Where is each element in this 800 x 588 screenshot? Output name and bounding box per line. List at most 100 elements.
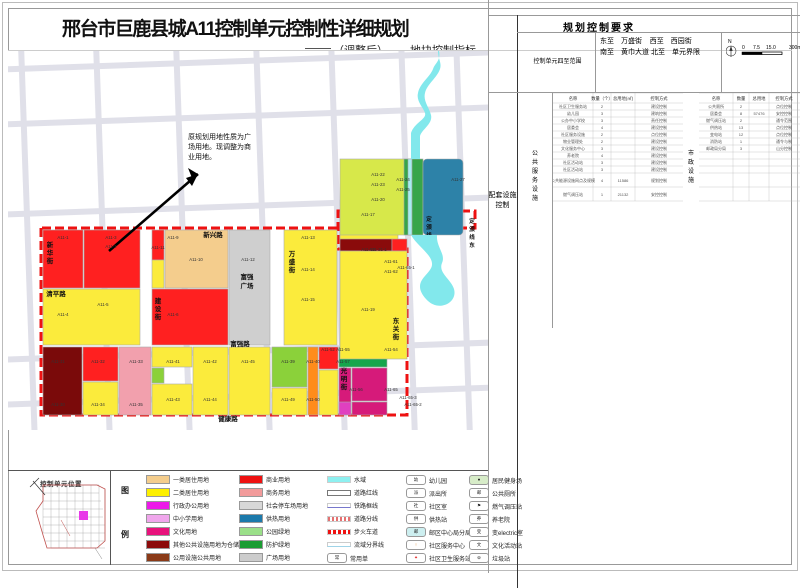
svg-text:2: 2 [601,139,604,144]
svg-text:邮政局分局: 邮政局分局 [706,145,726,151]
svg-text:消防站: 消防站 [710,138,722,144]
svg-text:公共能源设施网点及规模: 公共能源设施网点及规模 [553,177,595,183]
svg-text:A11-14: A11-14 [301,267,315,272]
svg-text:盛: 盛 [289,257,296,266]
svg-text:A11-5: A11-5 [97,302,109,307]
svg-text:3: 3 [601,111,604,116]
svg-text:A11-56: A11-56 [349,387,363,392]
svg-text:线: 线 [469,233,475,241]
svg-text:燃气调压站: 燃气调压站 [706,117,726,123]
svg-text:数量: 数量 [737,95,746,102]
svg-text:A11-21-1: A11-21-1 [369,247,387,252]
svg-text:N: N [728,39,732,45]
svg-text:A11-39: A11-39 [281,359,295,364]
svg-text:物业管理处: 物业管理处 [563,138,583,144]
svg-text:2: 2 [601,104,604,109]
svg-text:点位控制: 点位控制 [651,131,667,137]
svg-text:居委会: 居委会 [567,124,579,130]
svg-text:A11-11: A11-11 [151,245,165,250]
svg-text:幼儿园: 幼儿园 [567,110,579,116]
svg-text:3: 3 [601,160,604,165]
svg-text:A11-54: A11-54 [384,347,398,352]
svg-text:建设控制: 建设控制 [651,159,667,165]
svg-text:社区活动站: 社区活动站 [563,166,583,172]
svg-text:2: 2 [740,118,743,123]
svg-text:3: 3 [601,146,604,151]
svg-text:控制方式: 控制方式 [775,95,793,102]
svg-text:建设控制: 建设控制 [651,145,667,151]
svg-text:A11-49: A11-49 [281,397,295,402]
svg-text:社区活动站: 社区活动站 [563,159,583,165]
svg-text:A11-30: A11-30 [51,402,65,407]
svg-text:A11-35: A11-35 [129,402,143,407]
svg-text:A11-44: A11-44 [203,397,217,402]
svg-text:富强: 富强 [241,272,255,281]
svg-text:0: 0 [742,45,745,51]
svg-text:3: 3 [740,146,743,151]
svg-text:名称: 名称 [569,95,578,102]
svg-text:A11-42: A11-42 [203,359,217,364]
svg-text:定: 定 [468,217,475,225]
svg-text:万: 万 [288,250,296,258]
svg-text:8: 8 [740,111,743,116]
svg-text:公共厕所: 公共厕所 [708,103,724,109]
svg-text:安控控制: 安控控制 [776,110,792,116]
svg-text:A11-9: A11-9 [167,235,179,240]
svg-text:A11-27: A11-27 [451,177,465,182]
svg-text:A11-62: A11-62 [384,269,398,274]
svg-text:健康路: 健康路 [218,414,238,423]
svg-text:15.0: 15.0 [766,45,776,51]
svg-text:华: 华 [47,248,54,257]
svg-text:A11-65-3: A11-65-3 [399,395,417,400]
svg-text:总用地(㎡): 总用地(㎡) [613,95,634,102]
svg-text:公办中小学校: 公办中小学校 [561,117,585,123]
svg-text:A11-24: A11-24 [396,177,410,182]
svg-text:业用地。: 业用地。 [188,152,216,161]
svg-text:清平路: 清平路 [46,289,66,298]
svg-text:广场: 广场 [241,281,255,290]
svg-text:2: 2 [601,132,604,137]
svg-text:富强路: 富强路 [230,339,250,348]
svg-text:A11-31: A11-31 [51,359,65,364]
svg-text:设: 设 [155,304,162,313]
svg-text:新: 新 [47,240,54,249]
svg-text:新兴路: 新兴路 [203,230,223,239]
svg-text:A11-25: A11-25 [396,187,410,192]
svg-text:300m: 300m [789,45,800,51]
svg-text:街: 街 [154,312,162,321]
svg-text:安控控制: 安控控制 [651,191,667,197]
svg-text:关: 关 [393,324,400,333]
svg-text:A11-45: A11-45 [241,359,255,364]
svg-text:建设控制: 建设控制 [651,103,667,109]
svg-text:3: 3 [601,118,604,123]
svg-text:21132: 21132 [618,192,630,197]
svg-text:A11-3: A11-3 [105,235,117,240]
svg-text:总用地: 总用地 [753,95,767,102]
svg-text:2: 2 [740,104,743,109]
svg-text:3: 3 [601,167,604,172]
svg-text:A11-40: A11-40 [306,359,320,364]
svg-text:A11-65: A11-65 [384,387,398,392]
svg-text:A11-41: A11-41 [166,359,180,364]
svg-text:燃气调压站: 燃气调压站 [563,191,583,197]
svg-text:点位控制: 点位控制 [776,124,792,130]
svg-text:A11-22: A11-22 [371,172,385,177]
svg-text:A11-19: A11-19 [361,307,375,312]
svg-text:颁: 颁 [469,225,475,233]
svg-text:控制方式: 控制方式 [650,95,668,102]
svg-text:建设控制: 建设控制 [651,152,667,158]
svg-text:A11-32: A11-32 [91,359,105,364]
svg-text:点位控制: 点位控制 [776,103,792,109]
svg-text:12: 12 [739,132,744,137]
svg-text:4: 4 [601,178,604,183]
svg-text:A11-50: A11-50 [306,397,320,402]
svg-text:责任控制: 责任控制 [651,117,667,123]
svg-text:A11-57: A11-57 [336,359,350,364]
svg-text:A11-15: A11-15 [301,297,315,302]
svg-text:A11-10: A11-10 [189,257,203,262]
svg-text:建设控制: 建设控制 [651,124,667,130]
svg-text:A11-43: A11-43 [166,397,180,402]
svg-text:建筑控制: 建筑控制 [651,110,667,116]
svg-text:居委会: 居委会 [710,110,722,116]
svg-text:社区服务设施: 社区服务设施 [561,131,585,137]
